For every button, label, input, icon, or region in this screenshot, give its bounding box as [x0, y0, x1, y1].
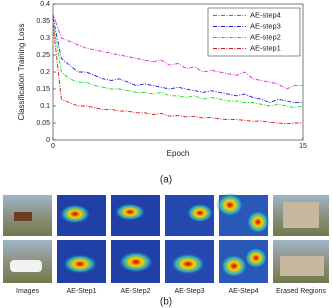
- legend-label: AE-step1: [250, 43, 281, 52]
- column-label: AE-Step3: [175, 288, 205, 295]
- heat-spot: [186, 203, 214, 223]
- heat-spot: [170, 253, 206, 275]
- photo-object: [14, 212, 32, 221]
- caption: (b): [160, 297, 172, 308]
- heat-spot: [246, 210, 270, 234]
- y-tick-label: 0.35: [36, 18, 50, 25]
- heat-spot: [216, 193, 244, 217]
- y-tick-label: 0.05: [36, 120, 50, 127]
- erased-region: [280, 256, 324, 276]
- column-label: AE-Step4: [229, 288, 259, 295]
- y-tick-label: 0.25: [36, 52, 50, 59]
- x-tick-label: 0: [51, 143, 55, 150]
- column-label: Erased Regions: [276, 288, 326, 295]
- photo-object: [10, 260, 42, 272]
- column-label: AE-Step2: [121, 288, 151, 295]
- column-label: Images: [16, 288, 39, 295]
- y-tick-label: 0.1: [40, 103, 50, 110]
- legend-box: [207, 7, 301, 57]
- y-tick-label: 0.2: [40, 69, 50, 76]
- line-series: [52, 14, 303, 90]
- x-tick-label: 15: [299, 143, 307, 150]
- y-axis-label: Classification Training Loss: [17, 24, 26, 121]
- column-label: AE-Step1: [67, 288, 97, 295]
- heat-spot: [62, 254, 98, 274]
- y-tick-label: 0: [46, 137, 50, 144]
- heat-spot: [118, 251, 154, 273]
- heat-spot: [114, 203, 146, 221]
- y-tick-label: 0.4: [40, 1, 50, 8]
- legend-label: AE-step3: [250, 21, 281, 30]
- line-series: [52, 17, 303, 104]
- heat-spot: [220, 254, 248, 278]
- heat-spot: [59, 204, 91, 224]
- line-series: [52, 24, 303, 125]
- y-tick-label: 0.3: [40, 35, 50, 42]
- heat-spot: [244, 247, 268, 269]
- caption: (a): [160, 175, 172, 186]
- x-axis-label: Epoch: [167, 149, 190, 158]
- erased-region: [283, 202, 319, 228]
- legend-label: AE-step4: [250, 10, 281, 19]
- line-series: [52, 20, 304, 109]
- image-grid: [3, 193, 329, 283]
- y-tick-label: 0.15: [36, 86, 50, 93]
- legend-label: AE-step2: [250, 32, 281, 41]
